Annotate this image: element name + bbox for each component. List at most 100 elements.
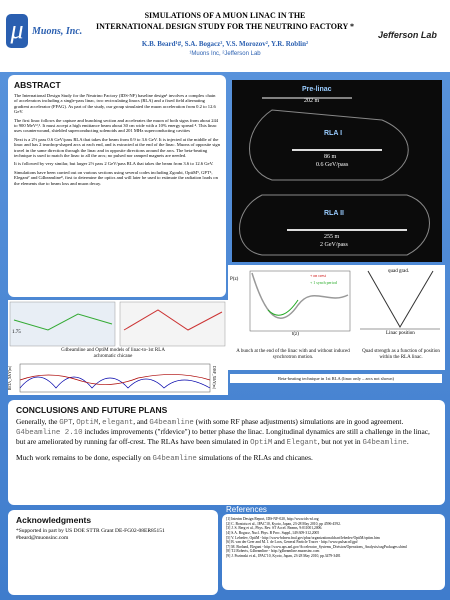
- caption: Quad strength as a function of position …: [362, 349, 440, 360]
- text-segment: ,: [98, 417, 103, 427]
- axis-label: P(z): [230, 277, 239, 282]
- affiliations: ¹Muons Inc, ²Jefferson Lab: [189, 51, 261, 57]
- energy-label: 0.6 GeV/pass: [316, 162, 349, 168]
- length-label: 86 m: [324, 154, 337, 160]
- code-segment: Elegant: [286, 438, 318, 447]
- g4-model: [9, 301, 116, 347]
- text-segment: .: [406, 436, 409, 446]
- title: SIMULATIONS OF A MUON LINAC IN THE INTER…: [80, 10, 370, 32]
- reference: [8] T.J.Roberts, G4beamline - http://g4b…: [226, 549, 320, 554]
- legend-entry: + 1 synch period: [310, 280, 337, 285]
- conclusions-paragraph: Generally, the GPT, OptiM, elegant, and …: [16, 417, 437, 448]
- code-segment: G4beamline: [362, 438, 407, 447]
- ack-box: Acknowledgments *Supported in part by US…: [8, 510, 218, 595]
- ack-line: *Supported in part by US DOE STTR Grant …: [16, 528, 165, 535]
- text-segment: includes improvements ("rfdevice") to be…: [16, 427, 430, 446]
- prelinac-label: Pre-linac: [302, 86, 332, 93]
- references: References [1] Interim Design Report, ID…: [222, 505, 445, 597]
- code-segment: G4beamline: [149, 419, 194, 428]
- abstract-paragraph: The International Design Study for the N…: [14, 93, 216, 115]
- text-segment: ,: [72, 417, 77, 427]
- axis-label: t(z): [292, 332, 299, 337]
- reference: [6] B. van der Geer and M. J. de Loos, G…: [226, 540, 358, 545]
- optim-model: [119, 301, 226, 347]
- text-segment: (with some RF phase adjustments) simulat…: [193, 417, 404, 427]
- text-segment: , but not yet in: [317, 436, 363, 446]
- layout-drawing: [239, 97, 430, 256]
- legend-entry: + on crest: [310, 273, 326, 278]
- rla1-label: RLA I: [324, 130, 343, 137]
- plots-drawing: [249, 270, 440, 332]
- text-segment: Much work remains to be done, especially…: [16, 452, 153, 462]
- ack-line: #beard@muonsinc.com: [16, 534, 69, 541]
- chicane-panel: 1.75 G4beamline and OptiM models of lina…: [8, 300, 228, 395]
- figure-label: 1.75: [12, 330, 21, 335]
- logo-mark: μ: [6, 14, 28, 48]
- chicane-drawing: [9, 301, 226, 393]
- axis-label: quad grad.: [388, 269, 410, 274]
- logo-left: Muons, Inc.: [32, 26, 83, 37]
- caption: A bunch at the end of the linac with and…: [236, 349, 350, 360]
- title-line: SIMULATIONS OF A MUON LINAC IN THE: [144, 11, 306, 20]
- section-title: CONCLUSIONS AND FUTURE PLANS: [16, 405, 168, 415]
- code-segment: G4beamline: [152, 454, 197, 463]
- code-segment: G4beamline 2.10: [16, 429, 83, 438]
- axis-label: Linac position: [386, 331, 415, 336]
- legend-text: on crest: [313, 273, 326, 278]
- reference: [1] Interim Design Report, IDS-NF-020, h…: [226, 517, 319, 521]
- beta-frame: [19, 363, 211, 393]
- abstract-box: ABSTRACT The International Design Study …: [8, 75, 226, 297]
- abstract-paragraph: The first linac follows the capture and …: [14, 117, 219, 134]
- section-title: References: [226, 505, 267, 514]
- abstract-paragraph: It is followed by very similar, but larg…: [14, 161, 214, 167]
- text-segment: Generally, the: [16, 417, 60, 427]
- bunch-curve: [251, 272, 349, 319]
- length-label: 255 m: [324, 234, 340, 240]
- plots-panel: P(z) t(z) + on crest + 1 synch period qu…: [228, 265, 445, 370]
- caption: G4beamline and OptiM models of linac-to-…: [61, 348, 165, 359]
- text-segment: , and: [133, 417, 150, 427]
- conclusions-paragraph: Much work remains to be done, especially…: [16, 452, 437, 464]
- layout-figure: Pre-linac 202 m RLA I 86 m 0.6 GeV/pass …: [232, 80, 442, 262]
- plot-frame: [249, 270, 351, 332]
- beta-curve: [19, 376, 211, 389]
- section-title: Acknowledgments: [16, 515, 92, 525]
- abstract-body: The International Design Study for the N…: [14, 93, 220, 186]
- bunch-curve: [267, 299, 299, 316]
- abstract-paragraph: Next is a 2½ pass 0.6 GeV/pass RLA that …: [14, 136, 221, 159]
- reference: [5] V. Lebedev, OptiM - http://www-bdnew…: [226, 535, 380, 540]
- reference: [4] S.A. Bogacz, Nucl. Phys. B Proc. Sup…: [226, 530, 320, 535]
- code-segment: elegant: [102, 419, 134, 428]
- length-label: 202 m: [304, 98, 320, 104]
- code-segment: GPT: [59, 419, 73, 428]
- rla2-label: RLA II: [324, 210, 344, 217]
- legend-text: 1 synch period: [313, 280, 337, 285]
- rla1-ring: [249, 109, 409, 181]
- reference: [2] C. Bontoiu et al., IPAC'10, Kyoto, J…: [226, 521, 341, 526]
- text-segment: simulations of the RLAs and chicanes.: [196, 452, 313, 462]
- code-segment: OptiM: [250, 438, 273, 447]
- beta-curve: [19, 374, 211, 385]
- text-segment: and: [272, 436, 287, 446]
- logo-right: Jefferson Lab: [378, 30, 437, 40]
- reference: [9] J. Pozimski et al., IPAC'10, Kyoto, …: [226, 554, 341, 558]
- title-line: INTERNATIONAL DESIGN STUDY FOR THE NEUTR…: [96, 22, 354, 31]
- reference-list: [1] Interim Design Report, IDS-NF-020, h…: [222, 514, 445, 590]
- chicane-path: [123, 309, 223, 331]
- caption: Beta-beating technique in 1st RLA (linac…: [230, 374, 442, 384]
- conclusions-body: Generally, the GPT, OptiM, elegant, and …: [16, 417, 437, 464]
- reference: [3] J. S. Berg et al., Phys. Rev. ST Acc…: [226, 526, 323, 531]
- header: μ Muons, Inc. SIMULATIONS OF A MUON LINA…: [0, 0, 450, 72]
- axis-label: DISP_X&Y[m]: [212, 366, 216, 389]
- authors: K.B. Beard¹#, S.A. Bogacz², V.S. Morozov…: [141, 40, 309, 48]
- code-segment: OptiM: [76, 419, 99, 428]
- quad-curve: [367, 270, 434, 328]
- reference: [7] M. Borland, Elegant - http://www.aps…: [226, 544, 407, 549]
- section-title: ABSTRACT: [14, 80, 61, 90]
- abstract-paragraph: Simulations have been carried out on var…: [14, 169, 218, 186]
- conclusions-box: CONCLUSIONS AND FUTURE PLANS Generally, …: [8, 400, 445, 505]
- chicane-path: [13, 313, 113, 331]
- energy-label: 2 GeV/pass: [320, 242, 348, 248]
- axis-label: BETA_X&Y[m]: [8, 366, 12, 391]
